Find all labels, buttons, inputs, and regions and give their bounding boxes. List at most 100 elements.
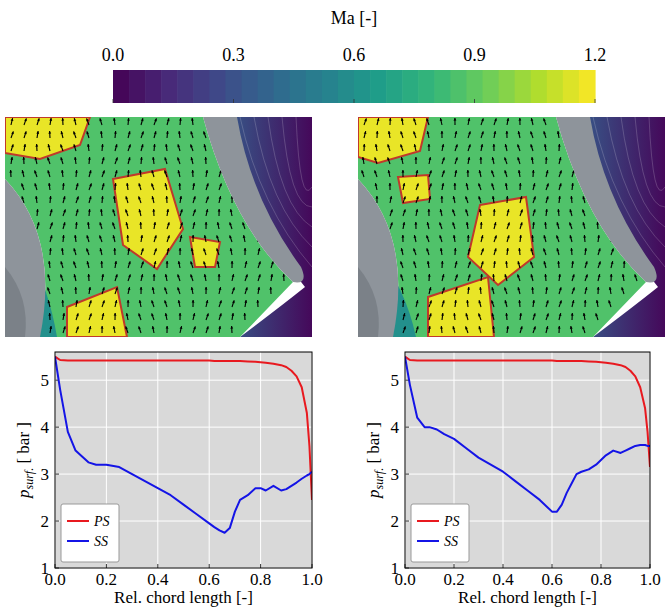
- vector: [179, 248, 180, 255]
- vector-head: [115, 157, 118, 160]
- colorbar-band: [290, 70, 307, 103]
- colorbar-band: [579, 70, 596, 103]
- vector-head: [518, 300, 521, 303]
- vector: [48, 170, 50, 177]
- vector: [219, 313, 221, 320]
- vector-head: [518, 170, 521, 173]
- vector: [101, 326, 102, 333]
- vector-head: [141, 144, 144, 147]
- vector: [245, 300, 246, 307]
- vector: [114, 313, 115, 320]
- vector-head: [192, 235, 195, 238]
- vector-head: [193, 326, 196, 329]
- vector: [559, 313, 561, 320]
- vector: [546, 313, 548, 320]
- vector-head: [507, 209, 510, 212]
- vector-head: [216, 248, 219, 251]
- vector: [493, 261, 495, 268]
- vector-head: [504, 287, 507, 290]
- vector: [102, 170, 104, 177]
- vector: [454, 248, 456, 255]
- vector-head: [401, 118, 404, 121]
- vector-head: [453, 196, 456, 199]
- vector: [531, 144, 533, 151]
- vector-head: [231, 313, 234, 316]
- vector-head: [126, 222, 129, 225]
- vector-head: [569, 222, 572, 225]
- vector: [570, 222, 572, 229]
- vector: [403, 183, 404, 190]
- vector: [231, 261, 232, 268]
- vector-head: [531, 287, 534, 290]
- vector-head: [152, 157, 155, 160]
- vector: [584, 313, 585, 320]
- vector: [598, 274, 600, 281]
- vector: [128, 144, 130, 151]
- vector: [89, 170, 91, 177]
- vector: [191, 261, 193, 268]
- vector: [127, 313, 128, 320]
- vector-head: [572, 287, 575, 290]
- colorbar-band: [515, 70, 532, 103]
- vector: [376, 131, 377, 138]
- vector-head: [478, 300, 481, 303]
- vector-head: [416, 183, 419, 186]
- vector: [390, 196, 391, 203]
- vector-head: [598, 248, 601, 251]
- vector: [113, 209, 115, 216]
- tick: [405, 427, 409, 428]
- vector: [191, 144, 193, 151]
- vector: [61, 274, 63, 281]
- vector-head: [76, 196, 79, 199]
- grid-line: [260, 352, 261, 568]
- vector: [494, 235, 496, 242]
- vector-head: [61, 300, 64, 303]
- vector-head: [557, 209, 560, 212]
- vector: [49, 313, 51, 320]
- vector: [62, 118, 63, 125]
- supersonic-zone: [468, 197, 534, 285]
- vector: [467, 300, 469, 307]
- vector: [48, 300, 50, 307]
- vector-head: [401, 157, 404, 160]
- vector-head: [37, 118, 40, 121]
- vector: [218, 274, 219, 281]
- vector-head: [139, 209, 142, 212]
- vector-head: [115, 274, 118, 277]
- vector: [191, 131, 193, 138]
- vector-head: [415, 157, 418, 160]
- vector-head: [75, 222, 78, 225]
- vector-head: [387, 144, 390, 147]
- vector-head: [206, 313, 209, 316]
- vector-head: [428, 157, 431, 160]
- vector: [414, 248, 416, 255]
- vector: [505, 287, 507, 294]
- vector: [231, 326, 232, 333]
- vector-head: [546, 300, 549, 303]
- vector-head: [506, 118, 509, 121]
- colorbar-band: [193, 70, 210, 103]
- vector-head: [218, 326, 221, 329]
- vector: [531, 248, 533, 255]
- vector: [402, 170, 403, 177]
- vector: [545, 157, 547, 164]
- vector: [101, 261, 103, 268]
- vector: [232, 274, 234, 281]
- y-tick-label: 5: [41, 371, 50, 390]
- flow-field: [358, 117, 665, 337]
- vector-head: [244, 300, 247, 303]
- y-axis-title: psurf. [ bar ]: [14, 422, 36, 499]
- vector-head: [24, 118, 27, 121]
- vector: [61, 131, 63, 138]
- vector: [206, 326, 208, 333]
- vector-head: [102, 313, 105, 316]
- vector: [89, 313, 91, 320]
- vector: [75, 222, 77, 229]
- colorbar-band: [113, 70, 130, 103]
- vector: [178, 287, 180, 294]
- vector-head: [154, 131, 157, 134]
- x-tick-label: 0.0: [44, 570, 65, 589]
- vector: [455, 261, 457, 268]
- vector: [545, 209, 547, 216]
- vector-head: [584, 248, 587, 251]
